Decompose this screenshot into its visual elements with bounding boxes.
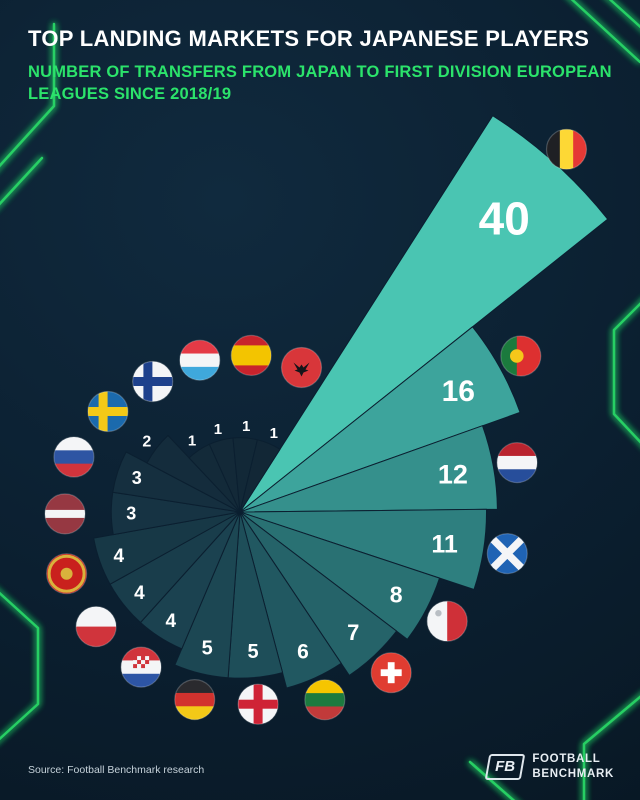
- brand-name-line-1: FOOTBALL: [532, 753, 601, 766]
- value-label-switzerland: 7: [347, 620, 359, 645]
- flag-germany-icon: [174, 678, 216, 721]
- neon-line: [608, 0, 640, 29]
- wedge-switzerland: [239, 511, 397, 676]
- wedge-scotland: [239, 508, 488, 590]
- wedge-russia: [112, 451, 241, 513]
- wedges: [93, 115, 609, 689]
- wedge-portugal: [239, 326, 521, 513]
- brand-name-line-2: BENCHMARK: [532, 768, 614, 781]
- page-subtitle: NUMBER OF TRANSFERS FROM JAPAN TO FIRST …: [28, 61, 616, 106]
- brand-monogram: FB: [495, 758, 516, 776]
- value-label-finland: 1: [188, 433, 196, 450]
- flag-belgium-icon: [545, 128, 588, 170]
- wedge-albania: [239, 439, 281, 513]
- value-label-malta: 8: [390, 581, 403, 607]
- value-label-sweden: 2: [142, 434, 151, 451]
- flag-albania-icon: [280, 346, 323, 389]
- neon-line: [570, 0, 640, 64]
- flag-scotland-icon: [486, 532, 528, 575]
- neon-line: [582, 695, 640, 800]
- wedge-malta: [239, 511, 440, 640]
- value-label-montenegro: 4: [114, 546, 125, 567]
- flag-spain-icon: [230, 334, 272, 376]
- wedge-montenegro: [93, 511, 241, 585]
- neon-line: [612, 302, 640, 444]
- flag-croatia-icon: [120, 646, 162, 688]
- value-label-belgium: 40: [479, 193, 530, 245]
- flag-malta-icon: [426, 600, 468, 642]
- flag-latvia-icon: [44, 493, 86, 535]
- value-label-albania: 1: [270, 425, 278, 442]
- value-label-croatia: 4: [166, 611, 177, 632]
- value-label-russia: 3: [132, 468, 142, 488]
- flag-lithuania-icon: [304, 679, 346, 721]
- wedge-lithuania: [239, 511, 342, 689]
- value-label-poland: 4: [134, 583, 145, 604]
- value-label-england: 5: [248, 641, 259, 663]
- flags: [44, 128, 588, 725]
- header: TOP LANDING MARKETS FOR JAPANESE PLAYERS…: [28, 26, 616, 106]
- value-label-portugal: 16: [442, 375, 475, 408]
- brand-monogram-icon: FB: [485, 754, 526, 781]
- neon-line: [468, 760, 516, 800]
- page-title: TOP LANDING MARKETS FOR JAPANESE PLAYERS: [28, 26, 590, 51]
- value-label-scotland: 11: [431, 531, 458, 559]
- flag-sweden-icon: [87, 390, 129, 433]
- flag-montenegro-icon: [45, 553, 88, 595]
- source-note: Source: Football Benchmark research: [28, 764, 205, 776]
- value-label-lithuania: 6: [297, 641, 309, 664]
- subtitle-line-1: NUMBER OF TRANSFERS FROM JAPAN TO FIRST …: [28, 63, 612, 81]
- flag-switzerland-icon: [370, 652, 412, 694]
- neon-line: [0, 591, 40, 741]
- subtitle-line-2: LEAGUES SINCE 2018/19: [28, 85, 232, 104]
- neon-line: [0, 156, 44, 206]
- flag-finland-icon: [132, 360, 174, 403]
- wedge-netherlands: [239, 425, 498, 513]
- value-label-netherlands: 12: [438, 460, 468, 490]
- flag-netherlands-icon: [496, 442, 538, 484]
- brand-name: FOOTBALL BENCHMARK: [532, 752, 614, 782]
- neon-line: [0, 22, 56, 168]
- flag-england-icon: [237, 683, 279, 725]
- value-label-spain: 1: [242, 418, 250, 435]
- flag-portugal-icon: [500, 335, 542, 377]
- wedge-sweden: [146, 435, 241, 513]
- wedge-germany: [174, 511, 241, 679]
- value-label-luxembourg: 1: [214, 421, 222, 438]
- brand-logo: FB FOOTBALL BENCHMARK: [485, 752, 614, 782]
- value-label-germany: 5: [202, 638, 213, 660]
- flag-luxembourg-icon: [179, 339, 221, 381]
- flag-russia-icon: [53, 436, 95, 478]
- value-label-latvia: 3: [126, 504, 136, 524]
- flag-poland-icon: [75, 605, 117, 648]
